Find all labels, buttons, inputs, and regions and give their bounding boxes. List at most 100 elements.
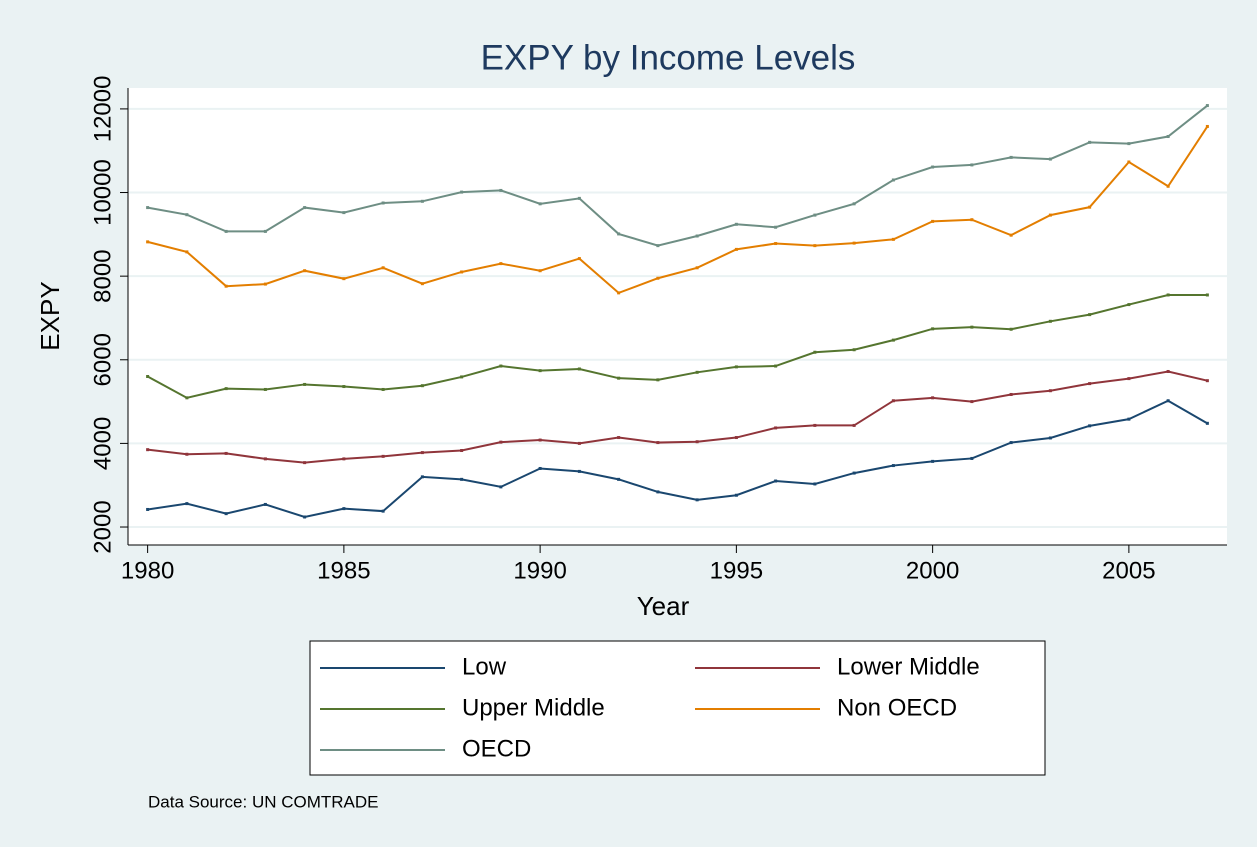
point xyxy=(342,277,346,281)
series-line xyxy=(147,125,1209,295)
point xyxy=(577,469,581,473)
point xyxy=(1048,389,1052,393)
point xyxy=(1166,399,1170,403)
legend-label: Lower Middle xyxy=(837,653,980,680)
point xyxy=(342,385,346,389)
point xyxy=(970,325,974,329)
point xyxy=(460,449,464,453)
y-tick-label: 10000 xyxy=(89,159,116,226)
point xyxy=(852,471,856,475)
point xyxy=(185,250,189,254)
point xyxy=(303,206,307,210)
point xyxy=(1088,205,1092,209)
point xyxy=(656,490,660,494)
point xyxy=(813,350,817,354)
legend-label: OECD xyxy=(462,735,531,762)
point xyxy=(774,225,778,229)
point xyxy=(617,232,621,236)
point xyxy=(1205,124,1209,128)
series-line xyxy=(147,104,1208,247)
point xyxy=(146,507,150,511)
x-tick-label: 2000 xyxy=(906,557,959,584)
point xyxy=(499,440,503,444)
point xyxy=(813,423,817,427)
point xyxy=(970,218,974,222)
point xyxy=(381,266,385,270)
point xyxy=(1088,313,1092,317)
note: Data Source: UN COMTRADE xyxy=(148,792,379,811)
point xyxy=(813,244,817,248)
y-tick-label: 2000 xyxy=(89,500,116,553)
point xyxy=(1166,135,1170,139)
point xyxy=(460,190,464,194)
point xyxy=(970,400,974,404)
point xyxy=(224,387,228,391)
point xyxy=(891,464,895,468)
point xyxy=(1009,155,1013,159)
plot-area xyxy=(128,88,1227,545)
point xyxy=(1127,303,1131,307)
point xyxy=(224,451,228,455)
point xyxy=(263,457,267,461)
point xyxy=(931,219,935,223)
point xyxy=(1009,327,1013,331)
point xyxy=(774,426,778,430)
point xyxy=(146,240,150,244)
point xyxy=(538,202,542,206)
point xyxy=(734,247,738,251)
legend-label: Non OECD xyxy=(837,694,957,721)
point xyxy=(224,512,228,516)
point xyxy=(499,188,503,192)
point xyxy=(970,163,974,167)
point xyxy=(695,370,699,374)
point xyxy=(263,502,267,506)
point xyxy=(1009,392,1013,396)
point xyxy=(891,399,895,403)
point xyxy=(538,438,542,442)
point xyxy=(185,396,189,400)
series-line xyxy=(147,370,1208,464)
point xyxy=(1048,157,1052,161)
point xyxy=(891,338,895,342)
point xyxy=(1205,421,1209,425)
point xyxy=(1166,293,1170,297)
point xyxy=(1205,104,1209,108)
point xyxy=(420,199,424,203)
x-tick-label: 1980 xyxy=(121,557,174,584)
legend-label: Low xyxy=(462,653,507,680)
point xyxy=(499,485,503,489)
point xyxy=(1127,142,1131,146)
point xyxy=(734,493,738,497)
point xyxy=(656,244,660,248)
legend-label: Upper Middle xyxy=(462,694,605,721)
point xyxy=(734,222,738,226)
x-tick-label: 1995 xyxy=(710,557,763,584)
point xyxy=(813,213,817,217)
point xyxy=(342,457,346,461)
point xyxy=(577,257,581,261)
point xyxy=(224,229,228,233)
point xyxy=(185,452,189,456)
point xyxy=(1088,140,1092,144)
point xyxy=(1088,424,1092,428)
point xyxy=(1205,293,1209,297)
y-axis-title: EXPY xyxy=(35,281,65,350)
point xyxy=(1048,436,1052,440)
point xyxy=(381,201,385,205)
y-tick-label: 12000 xyxy=(89,76,116,143)
point xyxy=(460,375,464,379)
point xyxy=(1048,319,1052,323)
point xyxy=(852,348,856,352)
point xyxy=(695,498,699,502)
point xyxy=(146,206,150,210)
point xyxy=(891,178,895,182)
point xyxy=(460,270,464,274)
y-tick-label: 6000 xyxy=(89,333,116,386)
point xyxy=(146,448,150,452)
point xyxy=(303,515,307,519)
point xyxy=(420,475,424,479)
point xyxy=(577,196,581,200)
point xyxy=(1205,379,1209,383)
point xyxy=(499,262,503,266)
